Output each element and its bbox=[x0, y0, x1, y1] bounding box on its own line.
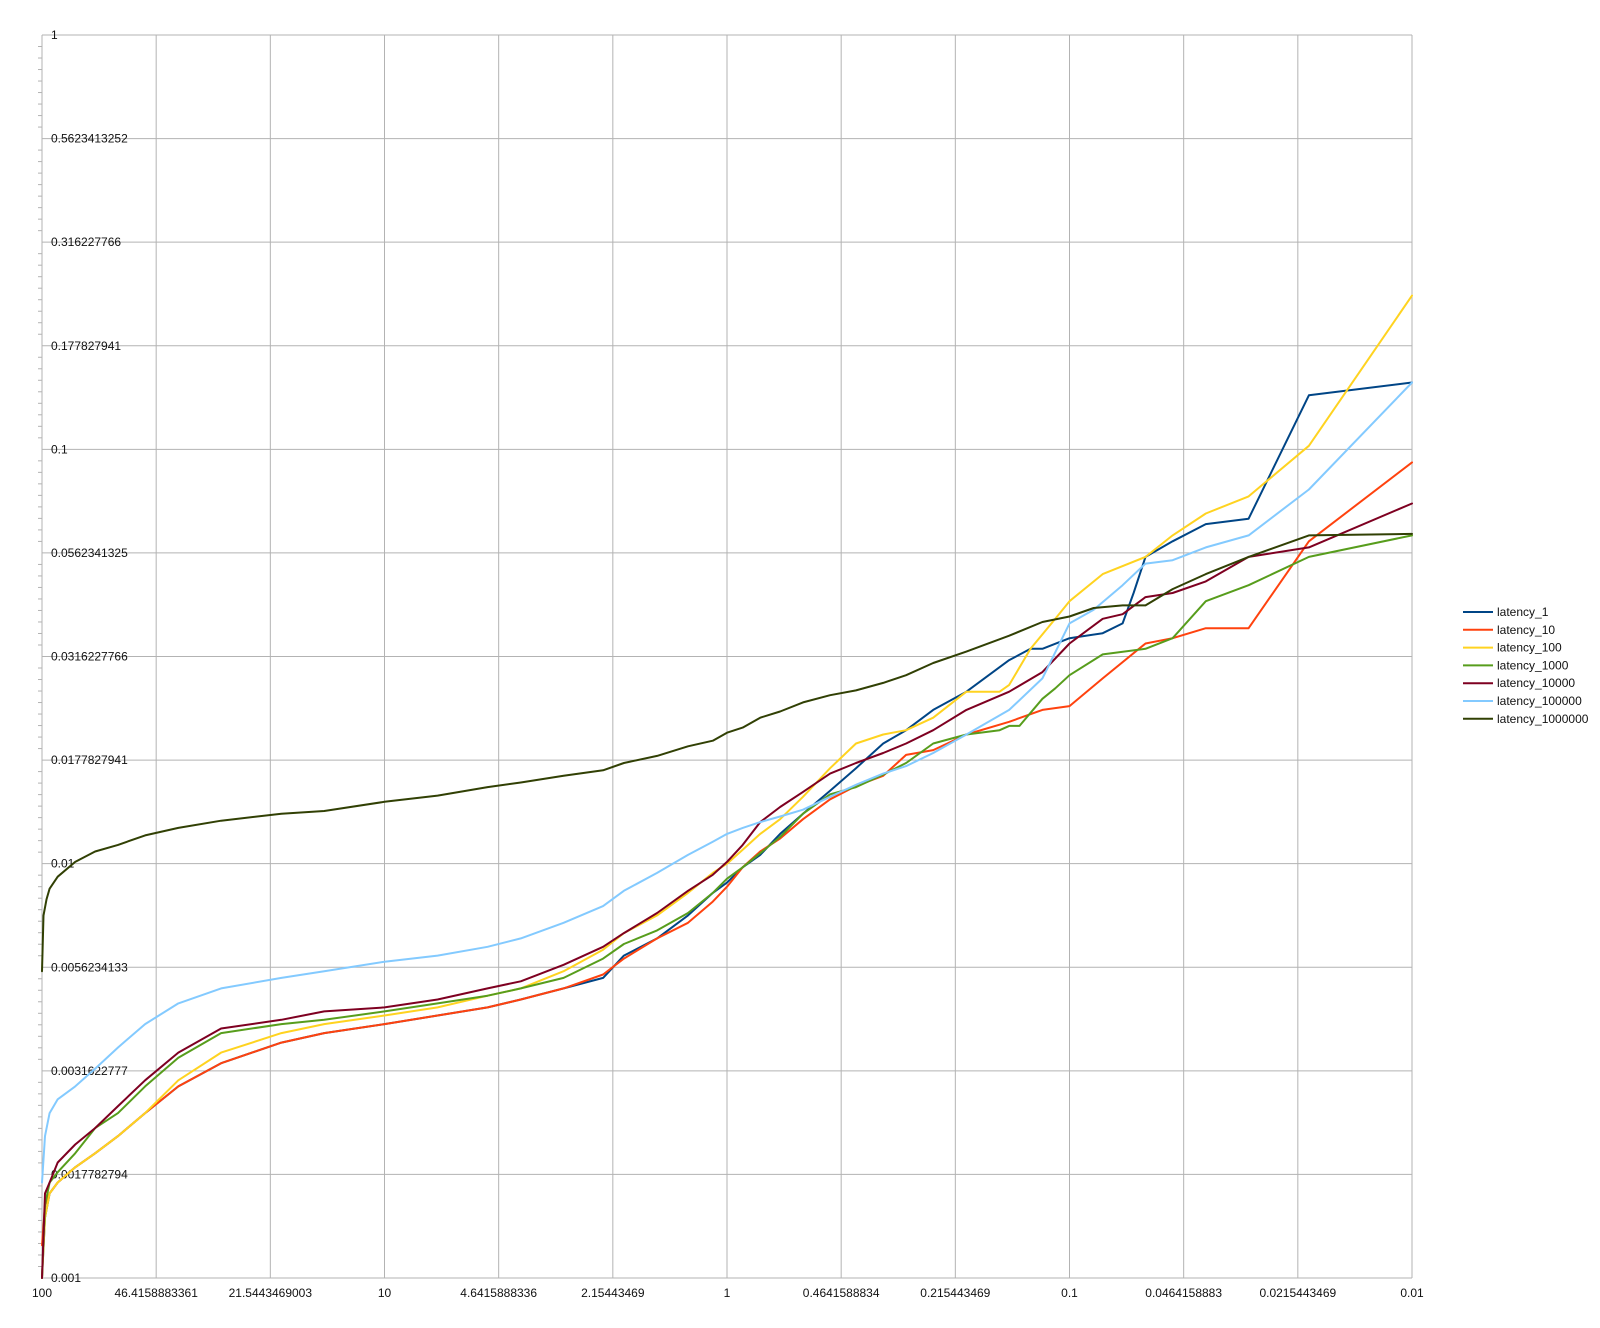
legend-item: latency_10000 bbox=[1463, 676, 1575, 690]
x-tick-label: 0.4641588834 bbox=[803, 1286, 880, 1300]
legend-label: latency_1000 bbox=[1497, 658, 1569, 672]
legend-item: latency_1 bbox=[1463, 605, 1549, 619]
legend-item: latency_1000 bbox=[1463, 658, 1569, 672]
x-tick-label: 21.5443469003 bbox=[229, 1286, 313, 1300]
legend: latency_1 latency_10 latency_100 latency_10… bbox=[1463, 605, 1589, 726]
y-tick-label: 1 bbox=[51, 28, 58, 42]
axes bbox=[41, 35, 1412, 1279]
legend-label: latency_100 bbox=[1497, 641, 1562, 655]
series-line-latency-100 bbox=[41, 294, 1413, 1279]
x-tick-label: 0.215443469 bbox=[920, 1286, 990, 1300]
legend-item: latency_100000 bbox=[1463, 694, 1582, 708]
legend-label: latency_100000 bbox=[1497, 694, 1582, 708]
y-axis-minor-ticks bbox=[38, 46, 42, 1267]
series-lines bbox=[41, 294, 1413, 1279]
legend-label: latency_10000 bbox=[1497, 676, 1575, 690]
legend-item: latency_1000000 bbox=[1463, 712, 1589, 726]
x-tick-label: 4.6415888336 bbox=[460, 1286, 537, 1300]
x-tick-label: 46.4158883361 bbox=[114, 1286, 198, 1300]
x-tick-label: 10 bbox=[378, 1286, 392, 1300]
x-tick-label: 0.0464158883 bbox=[1145, 1286, 1222, 1300]
y-tick-label: 0.1 bbox=[51, 442, 68, 456]
x-tick-label: 2.15443469 bbox=[581, 1286, 645, 1300]
y-tick-label: 0.0031622777 bbox=[51, 1064, 128, 1078]
y-tick-label: 0.0177827941 bbox=[51, 753, 128, 767]
series-line-latency-100000 bbox=[41, 381, 1413, 1184]
grid bbox=[41, 34, 1413, 1279]
x-tick-label: 100 bbox=[32, 1286, 52, 1300]
series-line-latency-1000000 bbox=[41, 532, 1413, 973]
y-tick-label: 0.5623413252 bbox=[51, 132, 128, 146]
y-tick-label: 0.316227766 bbox=[51, 235, 121, 249]
legend-label: latency_10 bbox=[1497, 623, 1555, 637]
x-tick-label: 1 bbox=[724, 1286, 731, 1300]
series-line-latency-10000 bbox=[41, 502, 1413, 1279]
legend-label: latency_1000000 bbox=[1497, 712, 1589, 726]
series-line-latency-1000 bbox=[41, 534, 1413, 1279]
y-tick-label: 0.001 bbox=[51, 1271, 81, 1285]
y-axis-tick-labels: 1 0.5623413252 0.316227766 0.177827941 0.1 0.… bbox=[51, 28, 128, 1285]
x-axis-tick-labels: 100 46.4158883361 21.5443469003 10 4.6415888… bbox=[32, 1286, 1424, 1300]
y-tick-label: 0.01 bbox=[51, 857, 75, 871]
y-tick-label: 0.177827941 bbox=[51, 339, 121, 353]
legend-label: latency_1 bbox=[1497, 605, 1549, 619]
x-tick-label: 0.01 bbox=[1400, 1286, 1424, 1300]
legend-item: latency_100 bbox=[1463, 641, 1562, 655]
y-tick-label: 0.0316227766 bbox=[51, 650, 128, 664]
y-tick-label: 0.0056234133 bbox=[51, 960, 128, 974]
x-tick-label: 0.1 bbox=[1061, 1286, 1078, 1300]
x-tick-label: 0.0215443469 bbox=[1259, 1286, 1336, 1300]
legend-item: latency_10 bbox=[1463, 623, 1555, 637]
y-tick-label: 0.0562341325 bbox=[51, 546, 128, 560]
